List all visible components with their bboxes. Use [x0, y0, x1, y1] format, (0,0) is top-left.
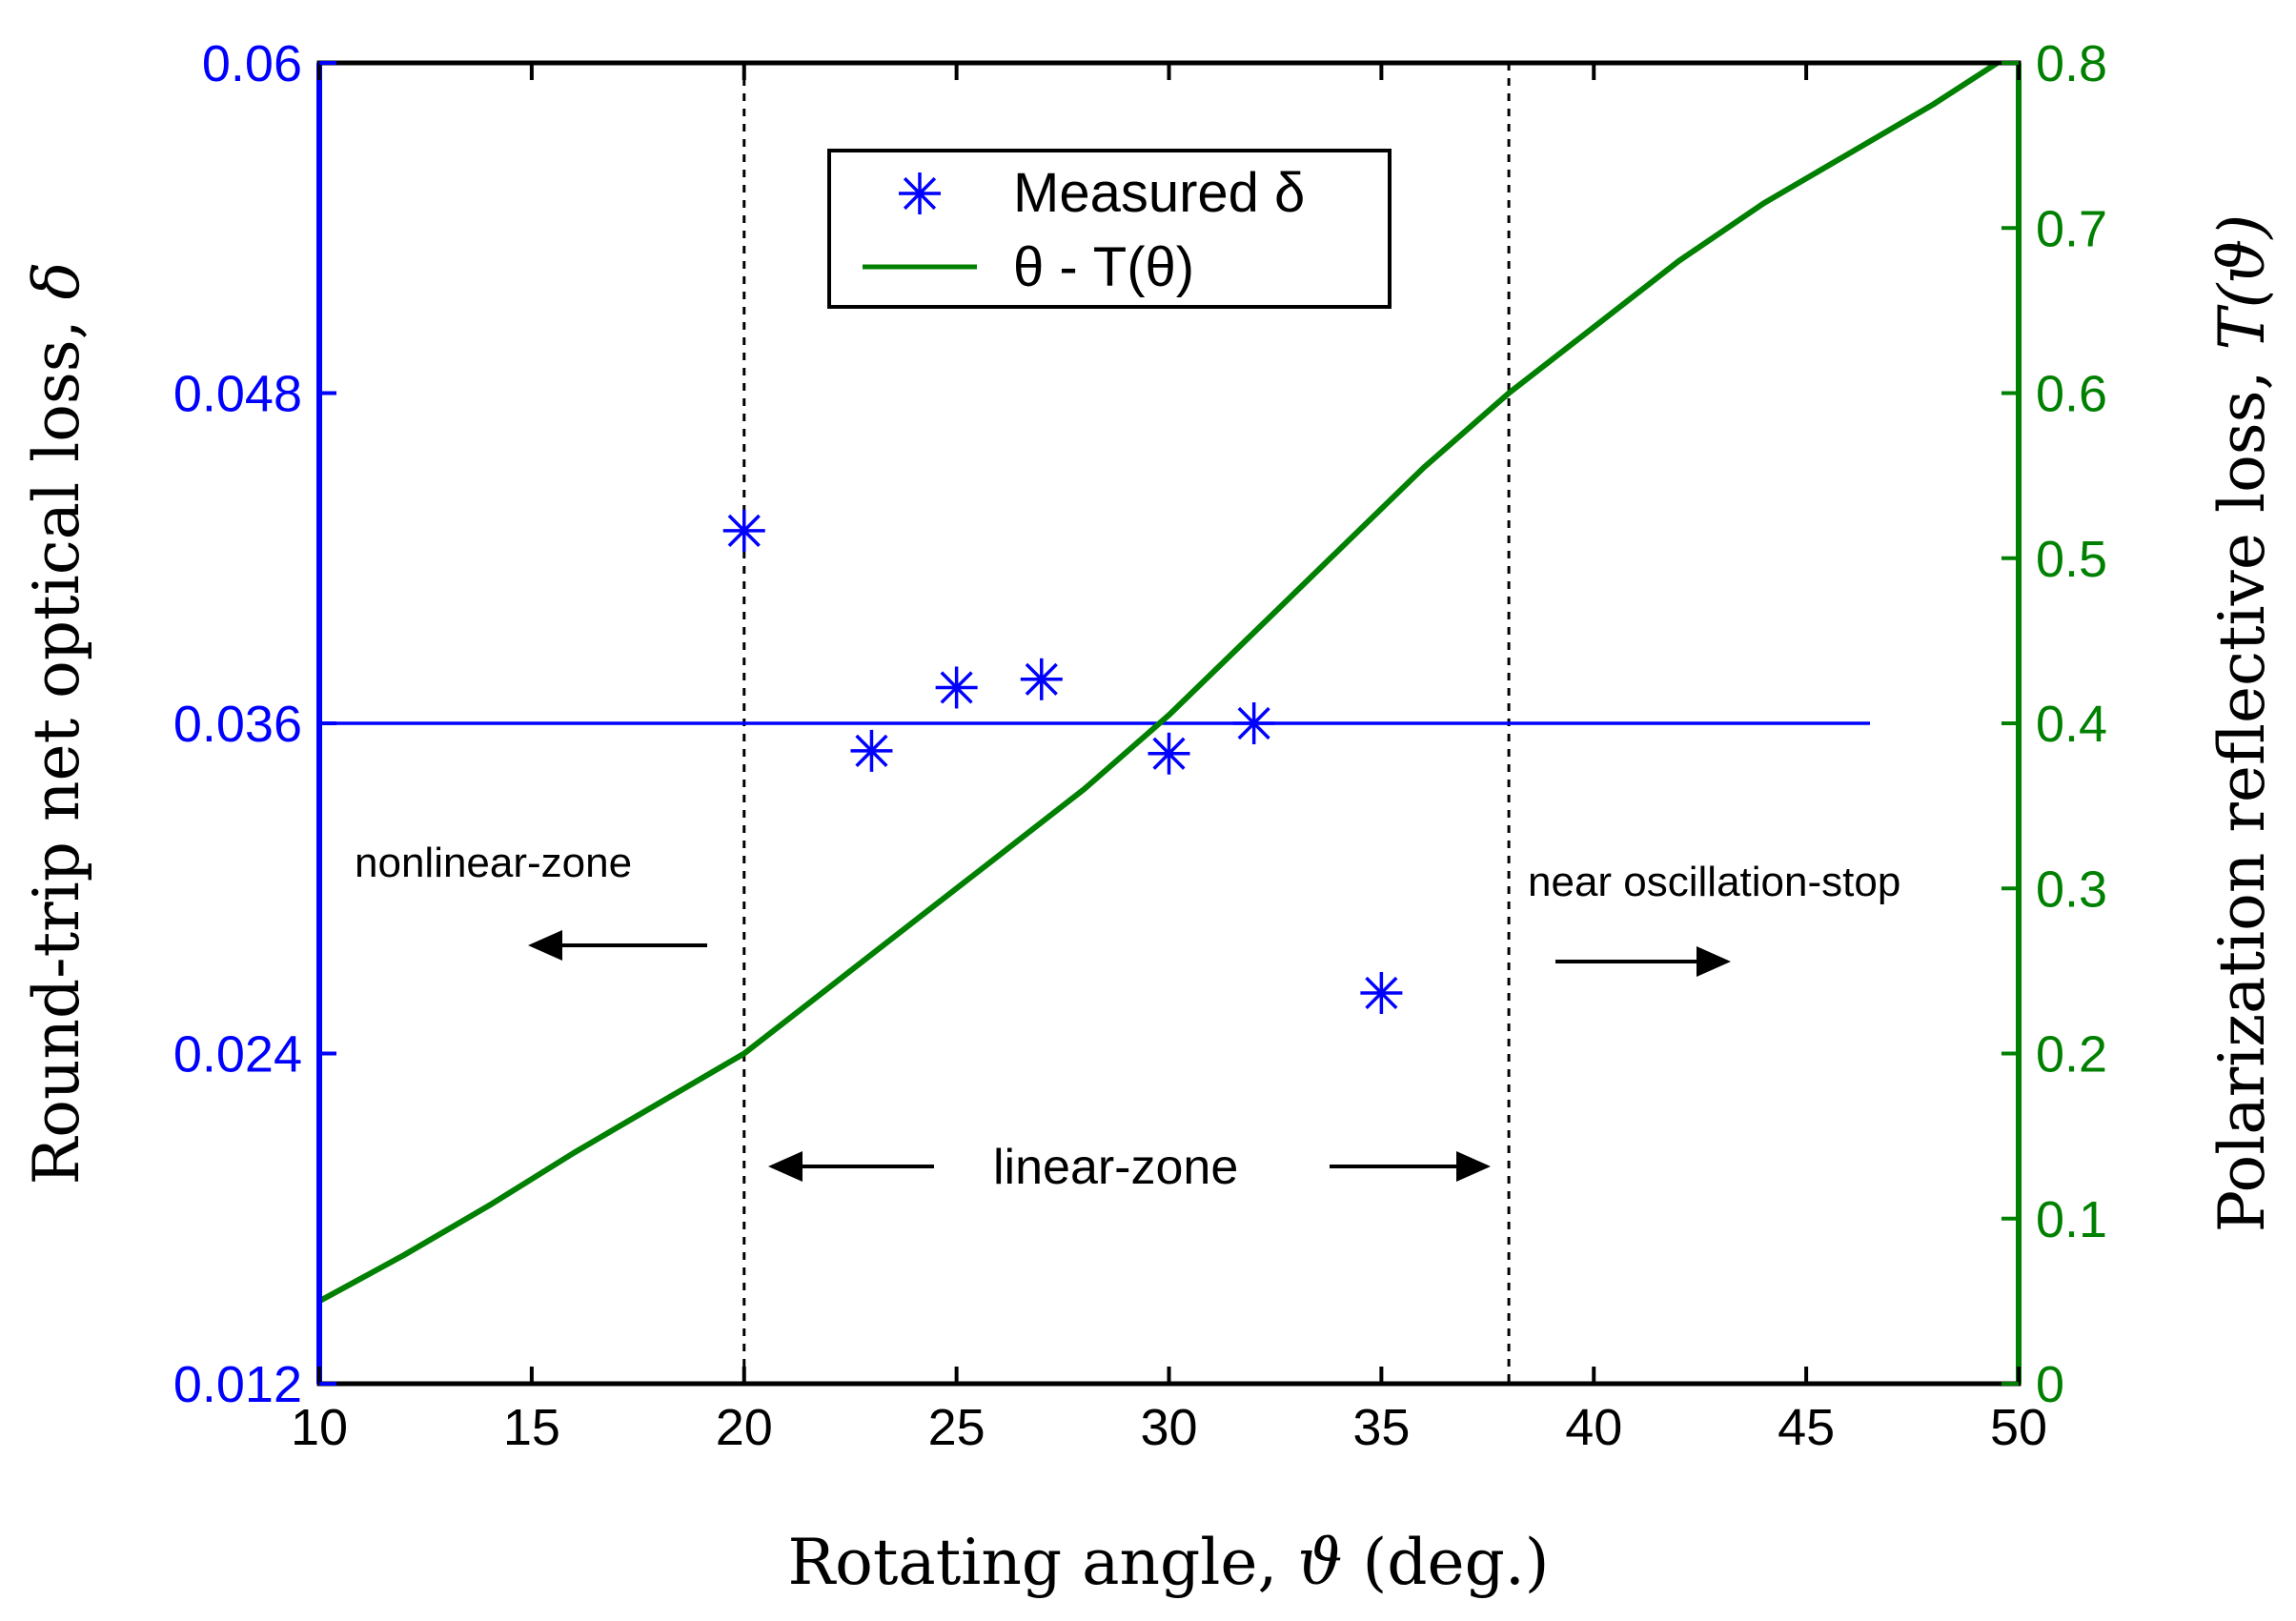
- x-axis-title-suffix: (deg.): [1343, 1526, 1550, 1599]
- scatter-point-3: [1020, 658, 1063, 700]
- legend-asterisk: [899, 172, 941, 214]
- scatter-point-1-stroke-3: [855, 734, 888, 767]
- x-axis-title-symbol: ϑ: [1297, 1526, 1342, 1599]
- line-theta-T: [317, 60, 2000, 1305]
- y-right-tick-label-7: 0.7: [2036, 200, 2107, 257]
- annotation-nonlinear: nonlinear-zone: [355, 840, 707, 961]
- annotation-stop: near oscillation-stop: [1528, 859, 1900, 977]
- x-tick-label-6: 40: [1565, 1399, 1622, 1456]
- axis-ticks: 10 15 20 25 30 35 40 45 50 0.012 0.024 0.036 0.048 0.…: [173, 35, 2107, 1456]
- scatter-point-4-stroke-3: [1152, 737, 1186, 770]
- y-left-axis-title: Round-trip net optical loss, δ: [20, 262, 93, 1185]
- y-right-tick-label-5: 0.5: [2036, 531, 2107, 588]
- legend-asterisk-marker: [899, 172, 941, 214]
- measured-scatter-series: [722, 509, 1403, 1014]
- y-right-tick-label-2: 0.2: [2036, 1026, 2107, 1084]
- x-axis-title-prefix: Rotating angle,: [787, 1526, 1297, 1599]
- y-left-tick-label-1: 0.024: [173, 1026, 302, 1084]
- y-right-tick-label-4: 0.4: [2036, 696, 2107, 753]
- legend-label-line: θ - T(θ): [1013, 236, 1194, 298]
- y-right-title-symbol: T(ϑ): [2205, 214, 2279, 351]
- legend-box: [827, 149, 1392, 309]
- scatter-point-5: [1232, 702, 1275, 744]
- legend: Measured δ θ - T(θ): [827, 149, 1392, 309]
- y-left-tick-label-3: 0.048: [173, 366, 302, 423]
- annotation-linear: linear-zone: [768, 1140, 1491, 1195]
- scatter-point-2-stroke-3: [940, 671, 973, 704]
- y-right-tick-label-3: 0.3: [2036, 861, 2107, 918]
- x-tick-label-4: 30: [1140, 1399, 1197, 1456]
- x-tick-label-1: 15: [503, 1399, 560, 1456]
- x-tick-label-0: 10: [291, 1399, 348, 1456]
- scatter-point-6-stroke-3: [1365, 976, 1398, 1010]
- x-tick-label-5: 35: [1352, 1399, 1410, 1456]
- green-line-series: [317, 60, 2000, 1305]
- y-left-tick-label-4: 0.06: [202, 35, 302, 92]
- y-right-tick-label-8: 0.8: [2036, 35, 2107, 92]
- scatter-point-2: [935, 666, 978, 709]
- y-right-tick-label-0: 0: [2036, 1356, 2064, 1413]
- scatter-point-0-stroke-3: [727, 514, 761, 547]
- legend-asterisk-stroke-3: [903, 176, 937, 211]
- y-right-title-prefix: Polarization reflective loss,: [2205, 350, 2279, 1232]
- y-right-tick-label-6: 0.6: [2036, 366, 2107, 423]
- x-tick-label-8: 50: [1990, 1399, 2047, 1456]
- y-left-title-prefix: Round-trip net optical loss,: [20, 299, 93, 1185]
- x-tick-label-2: 20: [716, 1399, 773, 1456]
- y-right-tick-label-1: 0.1: [2036, 1191, 2107, 1248]
- x-tick-label-3: 25: [928, 1399, 985, 1456]
- annotation-nonlinear-label: nonlinear-zone: [355, 840, 632, 886]
- scatter-point-1: [850, 729, 893, 772]
- legend-label-measured: Measured δ: [1013, 162, 1305, 224]
- annotation-linear-label: linear-zone: [993, 1140, 1238, 1195]
- scatter-point-5-stroke-3: [1237, 706, 1270, 740]
- x-axis-title: Rotating angle, ϑ (deg.): [787, 1526, 1549, 1599]
- scatter-point-4: [1148, 732, 1190, 775]
- scatter-point-0: [722, 509, 765, 552]
- scatter-point-6: [1360, 971, 1403, 1014]
- y-right-axis-title: Polarization reflective loss, T(ϑ): [2205, 214, 2279, 1232]
- annotation-stop-label: near oscillation-stop: [1528, 859, 1900, 905]
- y-left-title-symbol: δ: [20, 262, 93, 300]
- x-tick-label-7: 45: [1778, 1399, 1835, 1456]
- y-left-tick-label-0: 0.012: [173, 1356, 302, 1413]
- scatter-point-3-stroke-3: [1025, 662, 1058, 696]
- y-left-tick-label-2: 0.036: [173, 696, 302, 753]
